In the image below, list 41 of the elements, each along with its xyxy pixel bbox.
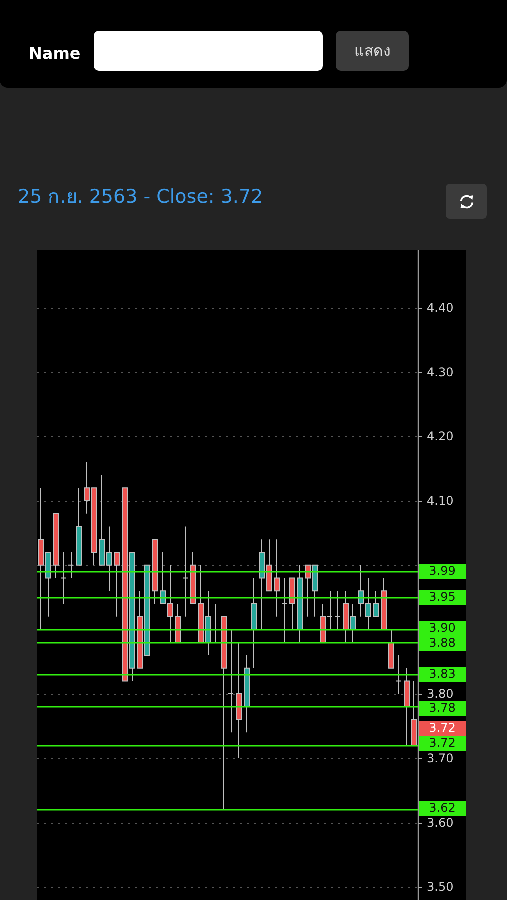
chart-title: 25 ก.ย. 2563 - Close: 3.72 — [18, 185, 264, 210]
text: Name — [29, 44, 81, 63]
text: 3.72 — [419, 720, 466, 736]
candlestick — [53, 513, 59, 579]
ref-line-label: 3.72 — [419, 736, 466, 752]
y-tick-label: 3.70 — [427, 751, 454, 766]
candlestick — [236, 642, 242, 759]
candlestick — [388, 629, 394, 669]
candlestick — [274, 539, 280, 618]
candlestick — [297, 564, 303, 644]
candlestick — [251, 578, 257, 669]
candlestick — [404, 668, 410, 746]
candlestick — [228, 629, 234, 734]
ref-line-label: 3.90 — [419, 620, 466, 636]
button: แสดง — [336, 31, 409, 71]
y-tick-label: 4.40 — [427, 300, 454, 315]
candlestick — [175, 603, 181, 644]
ref-line-label: 3.78 — [419, 701, 466, 716]
y-tick-label: 3.80 — [427, 687, 454, 702]
candlestick — [68, 552, 74, 579]
ref-line-label: 3.62 — [419, 800, 466, 816]
candlestick — [373, 590, 379, 618]
candlestick — [411, 680, 417, 746]
candlestick — [381, 578, 387, 630]
ref-line-label: 3.83 — [419, 667, 466, 682]
candlestick — [114, 552, 120, 618]
ref-line-label: 3.88 — [419, 636, 466, 652]
candlestick — [244, 654, 250, 734]
y-tick-label: 3.50 — [427, 880, 454, 894]
candlestick — [152, 539, 158, 604]
ref-line-label: 3.99 — [419, 564, 466, 580]
y-tick-label: 3.60 — [427, 816, 454, 830]
candlestick — [221, 616, 227, 810]
candlestick — [335, 590, 341, 630]
y-tick-label: 4.20 — [427, 430, 454, 444]
y-tick-label: 4.30 — [427, 365, 454, 380]
ref-line-label: 3.95 — [419, 590, 466, 606]
y-tick-label: 4.10 — [427, 494, 454, 508]
candlestick — [396, 654, 402, 695]
candlestick — [61, 552, 67, 604]
candlestick — [76, 488, 82, 566]
